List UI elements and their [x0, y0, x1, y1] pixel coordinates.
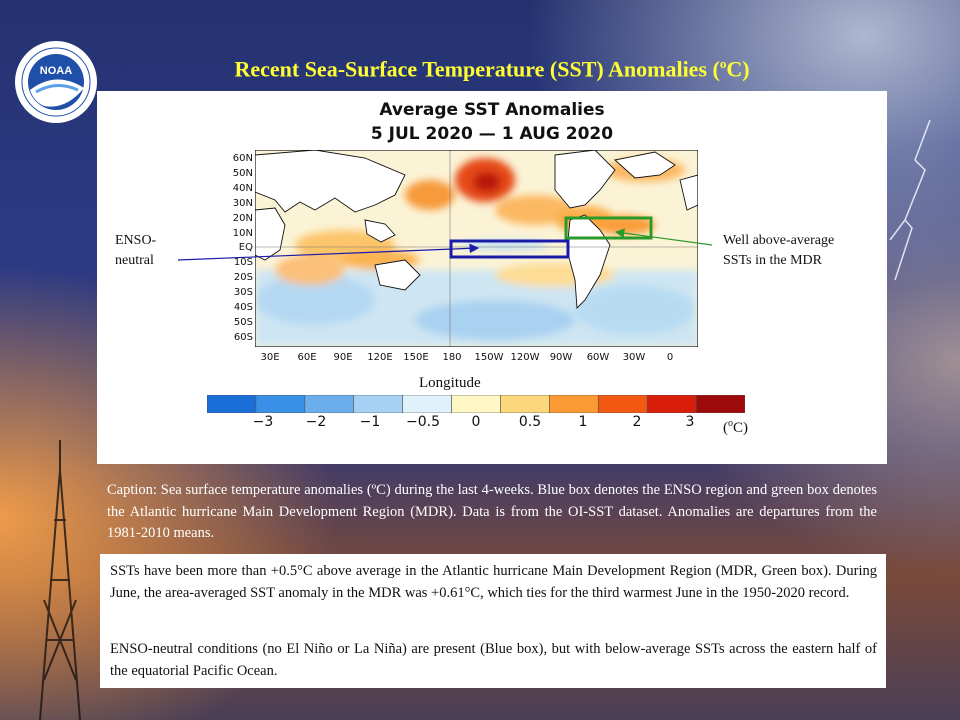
colorbar-tick: 3 [685, 414, 695, 430]
longitude-axis-label: Longitude [419, 375, 481, 391]
colorbar-tick: −1 [359, 414, 381, 430]
lon-label: 150E [403, 352, 429, 363]
colorbar [207, 395, 745, 413]
lon-label: 90W [549, 352, 573, 363]
lat-label: 20N [232, 213, 253, 224]
mdr-callout-line2: SSTs in the MDR [723, 253, 822, 268]
lon-label: 0 [666, 352, 674, 363]
lon-label: 180 [442, 352, 462, 363]
title-degree: o [719, 56, 727, 71]
colorbar-segment [402, 395, 452, 413]
summary-paragraph-enso: ENSO-neutral conditions (no El Niño or L… [110, 641, 877, 679]
lon-label: 30E [260, 352, 280, 363]
lon-label: 90E [333, 352, 353, 363]
figure-caption: Caption: Sea surface temperature anomali… [107, 482, 877, 541]
colorbar-tick: 2 [632, 414, 642, 430]
colorbar-segment [646, 395, 697, 413]
colorbar-segment [353, 395, 403, 413]
unit-degree: o [728, 418, 733, 429]
map-title: Average SST Anomalies [379, 100, 605, 120]
lon-label: 60W [586, 352, 610, 363]
lon-label: 30W [622, 352, 646, 363]
lon-label: 60E [297, 352, 317, 363]
lat-label: EQ [238, 242, 253, 253]
colorbar-segment [451, 395, 501, 413]
colorbar-segment [304, 395, 355, 413]
lat-label: 10S [233, 257, 253, 268]
lat-label: 30N [232, 198, 253, 209]
colorbar-segment [500, 395, 550, 413]
tower-silhouette [39, 440, 81, 720]
colorbar-segment [597, 395, 648, 413]
colorbar-tick: 0 [471, 414, 481, 430]
colorbar-tick: −2 [305, 414, 327, 430]
mdr-callout: Well above-average SSTs in the MDR [723, 231, 834, 271]
lat-label: 30S [233, 287, 253, 298]
summary-box [100, 554, 886, 688]
enso-callout-line2: neutral [115, 253, 154, 268]
lon-label: 120E [367, 352, 393, 363]
colorbar-tick: −3 [252, 414, 274, 430]
sst-anomaly-map [255, 150, 698, 347]
lat-label: 50S [233, 317, 253, 328]
lon-label: 120W [510, 352, 540, 363]
lat-label: 40N [232, 183, 253, 194]
slide-title: Recent Sea-Surface Temperature (SST) Ano… [0, 56, 960, 82]
unit-close: C) [733, 420, 748, 436]
colorbar-segment [207, 395, 257, 413]
colorbar-tick: −0.5 [406, 414, 440, 430]
title-text: Recent Sea-Surface Temperature (SST) Ano… [234, 56, 720, 82]
summary-paragraph-mdr: SSTs have been more than +0.5°C above av… [110, 563, 877, 601]
enso-callout: ENSO- neutral [115, 231, 156, 271]
lat-label: 60S [233, 332, 253, 343]
map-date-range: 5 JUL 2020 — 1 AUG 2020 [370, 124, 614, 144]
lat-label: 60N [232, 153, 253, 164]
colorbar-unit: (oC) [723, 418, 748, 437]
mdr-callout-line1: Well above-average [723, 233, 835, 248]
lat-label: 10N [232, 228, 253, 239]
title-unit: C) [726, 56, 750, 82]
lat-label: 20S [233, 272, 253, 283]
logo-text: NOAA [40, 65, 72, 77]
colorbar-tick: 0.5 [518, 414, 542, 430]
noaa-logo: NOAA [15, 41, 97, 123]
colorbar-segment [549, 395, 599, 413]
lightning-bolts [889, 119, 931, 281]
unit-open: ( [723, 420, 728, 436]
map-heading: Average SST Anomalies 5 JUL 2020 — 1 AUG… [97, 98, 887, 146]
lat-label: 40S [233, 302, 253, 313]
lat-label: 50N [232, 168, 253, 179]
colorbar-segment [695, 395, 745, 413]
colorbar-segment [255, 395, 306, 413]
colorbar-tick: 1 [578, 414, 588, 430]
enso-callout-line1: ENSO- [115, 233, 157, 248]
lon-label: 150W [474, 352, 504, 363]
